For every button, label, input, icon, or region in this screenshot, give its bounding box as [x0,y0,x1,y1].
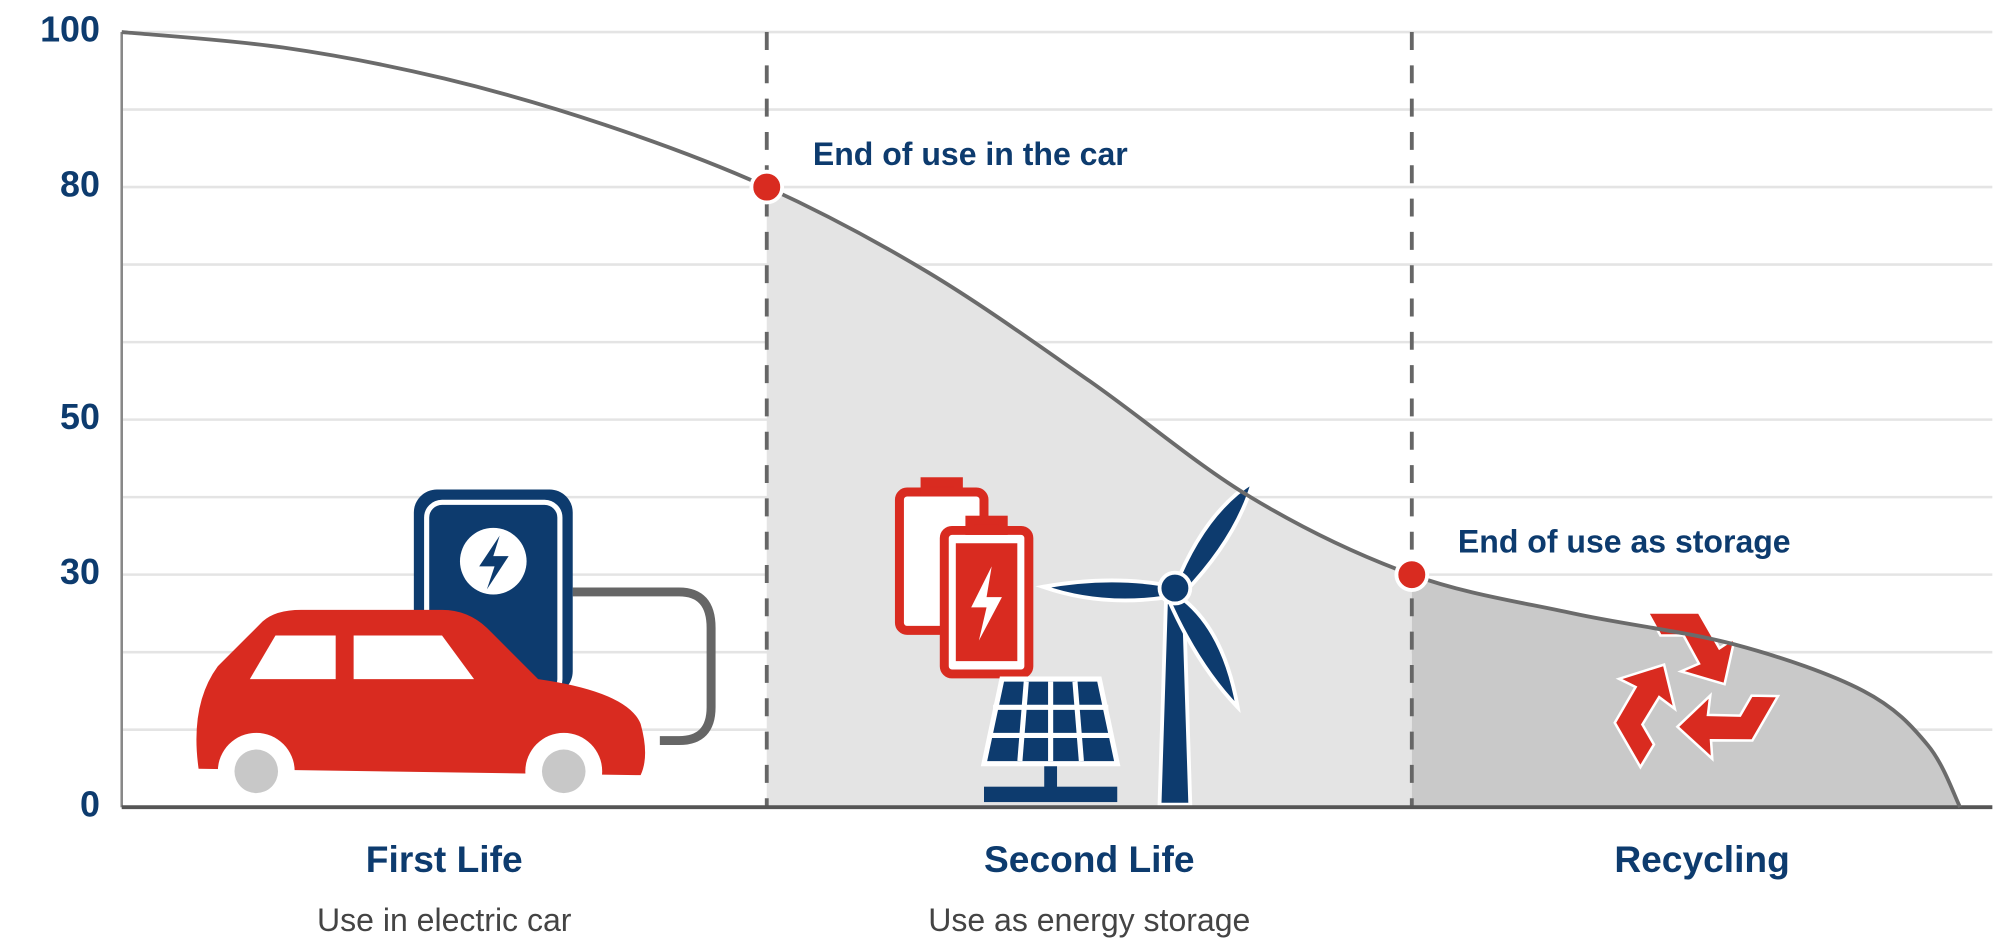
y-tick-label: 0 [80,785,100,825]
y-tick-label: 100 [40,9,100,49]
phase-subtitle: Use in electric car [317,902,572,938]
phase-subtitle: Use as energy storage [928,902,1250,938]
chart: 0 30 50 80 100 First Life Use in electric car S… [0,0,2009,943]
y-tick-label: 80 [60,165,100,205]
y-tick-label: 50 [60,397,100,437]
car-icon [196,610,645,810]
marker-label: End of use as storage [1458,523,1791,559]
marker-dot [751,172,782,203]
y-tick-label: 30 [60,552,100,592]
marker-label: End of use in the car [813,136,1128,172]
marker-dot [1396,559,1427,590]
phase-name: Recycling [1614,838,1789,880]
phase-name: Second Life [984,838,1194,880]
phase-name: First Life [366,838,523,880]
